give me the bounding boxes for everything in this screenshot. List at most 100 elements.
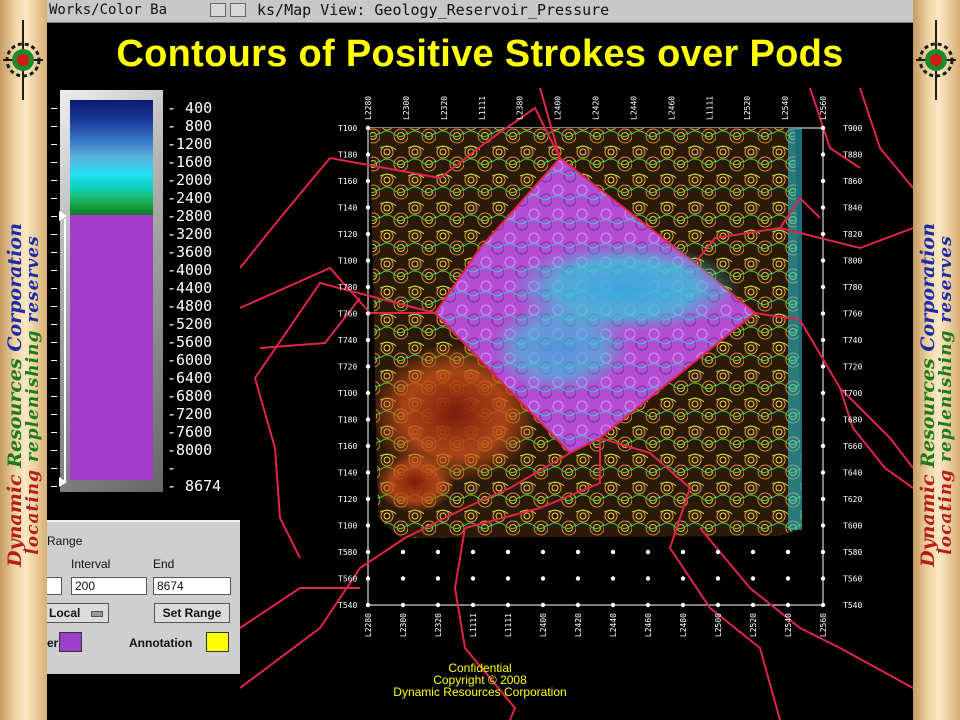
grid-node: [365, 443, 371, 449]
left-brand-banner: Dynamic Resources Corporation locating r…: [0, 0, 47, 720]
annotation-color-swatch[interactable]: [206, 632, 229, 652]
color-bar-label: -4800: [167, 297, 213, 315]
left-tick-label: T540: [338, 601, 357, 610]
color-bar-label: -: [167, 459, 177, 477]
grid-node: [365, 152, 371, 157]
grid-node: [820, 178, 826, 184]
brand-word-replenishing: replenishing: [22, 329, 43, 463]
interval-field[interactable]: 200: [71, 577, 147, 595]
color-bar-tick: [51, 396, 57, 397]
color-bar-tick: [51, 324, 57, 325]
interval-label: Interval: [71, 557, 111, 571]
grid-node: [575, 602, 581, 608]
color-bar-window-title[interactable]: Works/Color Ba: [49, 2, 168, 18]
grid-node: [435, 549, 441, 555]
right-tick-label: T700: [843, 389, 862, 398]
grid-node: [820, 523, 826, 528]
fill-color-swatch[interactable]: [59, 632, 82, 652]
grid-node: [820, 337, 826, 343]
top-tick-label: L2380: [516, 96, 525, 120]
grid-node: [365, 178, 371, 184]
color-bar-label: - 800: [167, 117, 213, 135]
set-range-button[interactable]: Set Range: [154, 603, 230, 623]
color-bar-tick: [51, 342, 57, 343]
color-bar-label: -2000: [167, 171, 213, 189]
color-bar-label: - 400: [167, 99, 213, 117]
contour-map-view[interactable]: L2280 L2300 L2320 L1111 L2380 L2400 L2420 L2440…: [240, 88, 913, 720]
right-tick-label: T900: [843, 124, 862, 133]
high-pressure-zone-2: [490, 303, 630, 393]
grid-node: [645, 549, 651, 555]
pressure-low-zone-2: [375, 453, 455, 513]
range-marker-line: [64, 219, 66, 481]
end-label: End: [153, 557, 175, 571]
contour-edge-cyan: [788, 128, 802, 530]
grid-node: [470, 602, 476, 608]
left-tick-label: T180: [338, 151, 357, 160]
left-tick-label: T720: [338, 363, 357, 372]
company-logo-icon: [916, 20, 956, 100]
top-tick-label: L2540: [781, 96, 790, 120]
left-tick-label: T740: [338, 336, 357, 345]
left-tick-label: T560: [338, 575, 357, 584]
grid-node: [365, 496, 371, 502]
grid-node: [365, 125, 371, 131]
grid-node: [820, 284, 826, 290]
window-menu-button[interactable]: [210, 3, 226, 17]
bottom-tick-label: L2320: [434, 613, 443, 637]
right-tick-label: T680: [843, 416, 862, 425]
grid-node: [820, 125, 826, 131]
brand-word-locating: locating: [935, 468, 956, 555]
color-bar-tick: [51, 198, 57, 199]
grid-node: [715, 549, 721, 555]
grid-node: [365, 417, 371, 422]
grid-node: [365, 258, 371, 263]
grid-node: [715, 602, 721, 608]
grid-node: [820, 205, 826, 210]
range-start-marker[interactable]: [59, 211, 67, 221]
grid-node: [645, 576, 651, 581]
brand-word-locating: locating: [22, 468, 43, 555]
left-tick-label: T140: [338, 469, 357, 478]
color-bar-label: -2800: [167, 207, 213, 225]
grid-node: [400, 576, 406, 581]
color-bar-tick: [51, 144, 57, 145]
grid-node: [820, 602, 826, 608]
top-tick-label: L2520: [743, 96, 752, 120]
bottom-tick-label: L2500: [714, 613, 723, 637]
grid-node: [820, 549, 826, 555]
bottom-tick-label: L2540: [784, 613, 793, 637]
range-heading: Range: [47, 534, 83, 548]
color-bar-tick: [51, 450, 57, 451]
grid-node: [785, 602, 791, 608]
color-bar-label: -1200: [167, 135, 213, 153]
right-tick-label: T740: [843, 336, 862, 345]
grid-node: [365, 205, 371, 210]
range-end-marker[interactable]: [59, 477, 67, 487]
range-mode-select[interactable]: Local: [47, 603, 109, 623]
grid-node: [365, 311, 371, 316]
right-brand-banner: Dynamic Resources Corporation locating r…: [913, 0, 960, 720]
left-tick-label: T580: [338, 548, 357, 557]
right-tick-label: T840: [843, 204, 862, 213]
color-bar-tick: [51, 270, 57, 271]
bottom-tick-label: L2560: [819, 613, 828, 637]
range-start-field[interactable]: [47, 577, 62, 595]
color-bar-tick: [51, 216, 57, 217]
grid-node: [785, 549, 791, 555]
right-tick-label: T820: [843, 230, 862, 239]
grid-node: [820, 576, 826, 581]
grid-node: [505, 549, 511, 555]
brand-word-reserves: reserves: [935, 235, 956, 323]
end-field[interactable]: 8674: [153, 577, 231, 595]
color-bar-tick: [51, 468, 57, 469]
grid-node: [365, 523, 371, 528]
window-title-bar: Works/Color Ba ks/Map View: Geology_Rese…: [47, 0, 913, 23]
color-bar-tick: [51, 288, 57, 289]
top-tick-label: L2460: [667, 96, 676, 120]
grid-node: [540, 602, 546, 608]
right-tick-label: T580: [843, 548, 862, 557]
window-restore-button[interactable]: [230, 3, 246, 17]
left-tick-label: T760: [338, 310, 357, 319]
grid-node: [365, 231, 371, 237]
